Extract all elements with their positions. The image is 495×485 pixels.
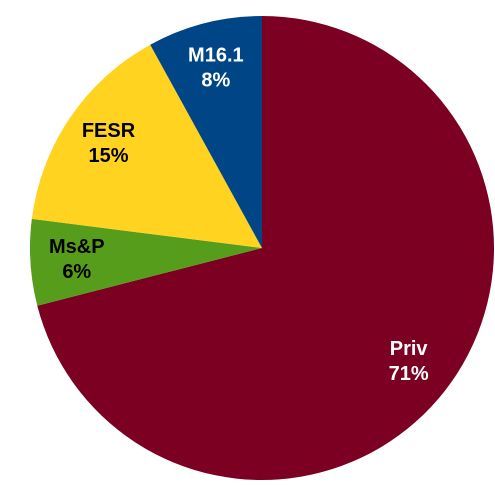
pie-slice	[30, 218, 263, 306]
slice-value-label: 8%	[201, 70, 230, 92]
slice-value-label: 71%	[389, 363, 429, 385]
slice-name: M16.1	[188, 45, 244, 67]
slice-value-label: 6%	[62, 261, 91, 283]
pie-slice	[150, 16, 262, 248]
pie-slice	[31, 44, 262, 248]
slice-name: Priv	[390, 338, 429, 360]
slice-name: FESR	[82, 120, 136, 142]
slice-value-label: 15%	[88, 145, 128, 167]
slice-name: Ms&P	[49, 236, 105, 258]
pie-slice	[37, 16, 495, 480]
